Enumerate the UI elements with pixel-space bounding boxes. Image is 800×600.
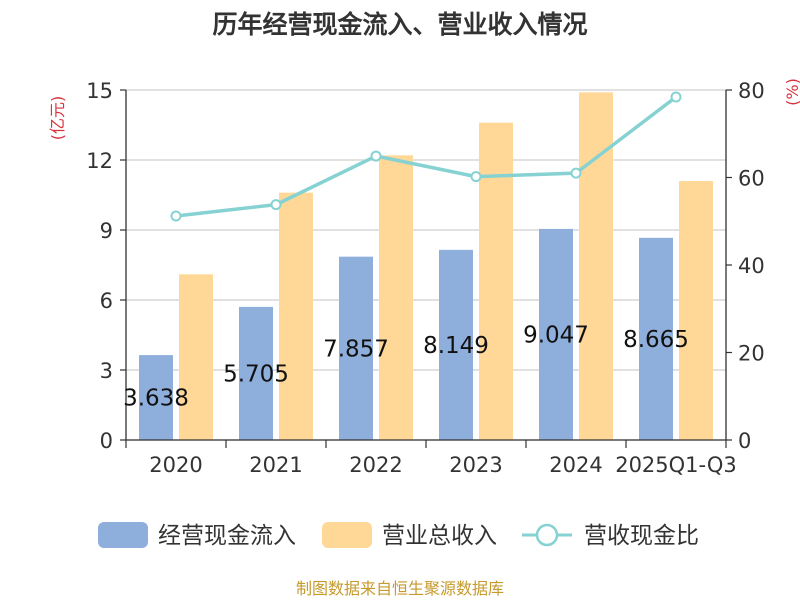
right-tick-label: 80 <box>738 79 765 103</box>
bar-cash-inflow <box>239 306 273 440</box>
x-tick-label: 2021 <box>249 453 302 477</box>
left-tick-label: 9 <box>100 219 113 243</box>
x-tick-label: 2022 <box>349 453 402 477</box>
right-tick-label: 60 <box>738 167 765 191</box>
bar-revenue <box>679 181 713 440</box>
right-tick-label: 0 <box>738 429 751 453</box>
axes: 0 3 6 9 12 15 0 20 40 60 80 <box>86 79 764 453</box>
data-label-cash: 3.638 <box>123 386 189 412</box>
x-tick-label: 2024 <box>549 453 602 477</box>
bar-revenue <box>479 122 513 441</box>
ratio-line <box>170 91 682 222</box>
data-label-cash: 5.705 <box>223 361 289 387</box>
left-tick-label: 6 <box>100 289 113 313</box>
right-axis-unit: (%) <box>783 78 800 106</box>
bar-revenue <box>379 155 413 441</box>
data-label-cash: 8.665 <box>623 327 689 353</box>
bar-cash-inflow <box>539 228 573 440</box>
legend-swatch-ratio-marker <box>535 523 559 547</box>
right-tick-label: 40 <box>738 254 765 278</box>
data-label-cash: 7.857 <box>323 336 389 362</box>
bar-revenue <box>179 274 213 440</box>
left-tick-label: 3 <box>100 359 113 383</box>
ratio-point <box>370 150 382 162</box>
legend-label-cash: 经营现金流入 <box>158 523 296 549</box>
legend-swatch-cash <box>98 522 148 548</box>
ratio-point <box>570 167 582 179</box>
x-tick-label: 2020 <box>149 453 202 477</box>
ratio-point <box>670 91 682 103</box>
bar-revenue <box>579 92 613 440</box>
x-tick-label: 2025Q1-Q3 <box>615 453 737 477</box>
legend-label-revenue: 营业总收入 <box>382 523 497 549</box>
ratio-point <box>270 199 282 211</box>
legend-swatch-revenue <box>322 522 372 548</box>
bar-cash-inflow <box>339 256 373 440</box>
data-label-cash: 9.047 <box>523 322 589 348</box>
bar-cash-inflow <box>639 237 673 440</box>
data-label-cash: 8.149 <box>423 333 489 359</box>
ratio-point <box>470 171 482 183</box>
left-axis-unit: (亿元) <box>48 96 67 141</box>
bar-cash-inflow <box>139 355 173 440</box>
bars <box>139 92 713 441</box>
bar-cash-inflow <box>439 249 473 440</box>
bar-revenue <box>279 192 313 440</box>
left-tick-label: 12 <box>86 149 113 173</box>
chart-title: 历年经营现金流入、营业收入情况 <box>212 10 587 39</box>
source-note: 制图数据来自恒生聚源数据库 <box>296 579 504 598</box>
ratio-point <box>170 210 182 222</box>
left-tick-label: 15 <box>86 79 113 103</box>
ratio-line-path <box>175 95 678 218</box>
legend-label-ratio: 营收现金比 <box>584 523 699 549</box>
left-tick-label: 0 <box>100 429 113 453</box>
x-tick-label: 2023 <box>449 453 502 477</box>
right-tick-label: 20 <box>738 342 765 366</box>
x-axis-ticks: 2020 2021 2022 2023 2024 2025Q1-Q3 <box>149 453 737 477</box>
data-labels: 3.638 5.705 7.857 8.149 9.047 8.665 <box>123 322 689 411</box>
legend: 经营现金流入 营业总收入 营收现金比 <box>98 522 699 549</box>
grid-lines <box>126 89 726 441</box>
